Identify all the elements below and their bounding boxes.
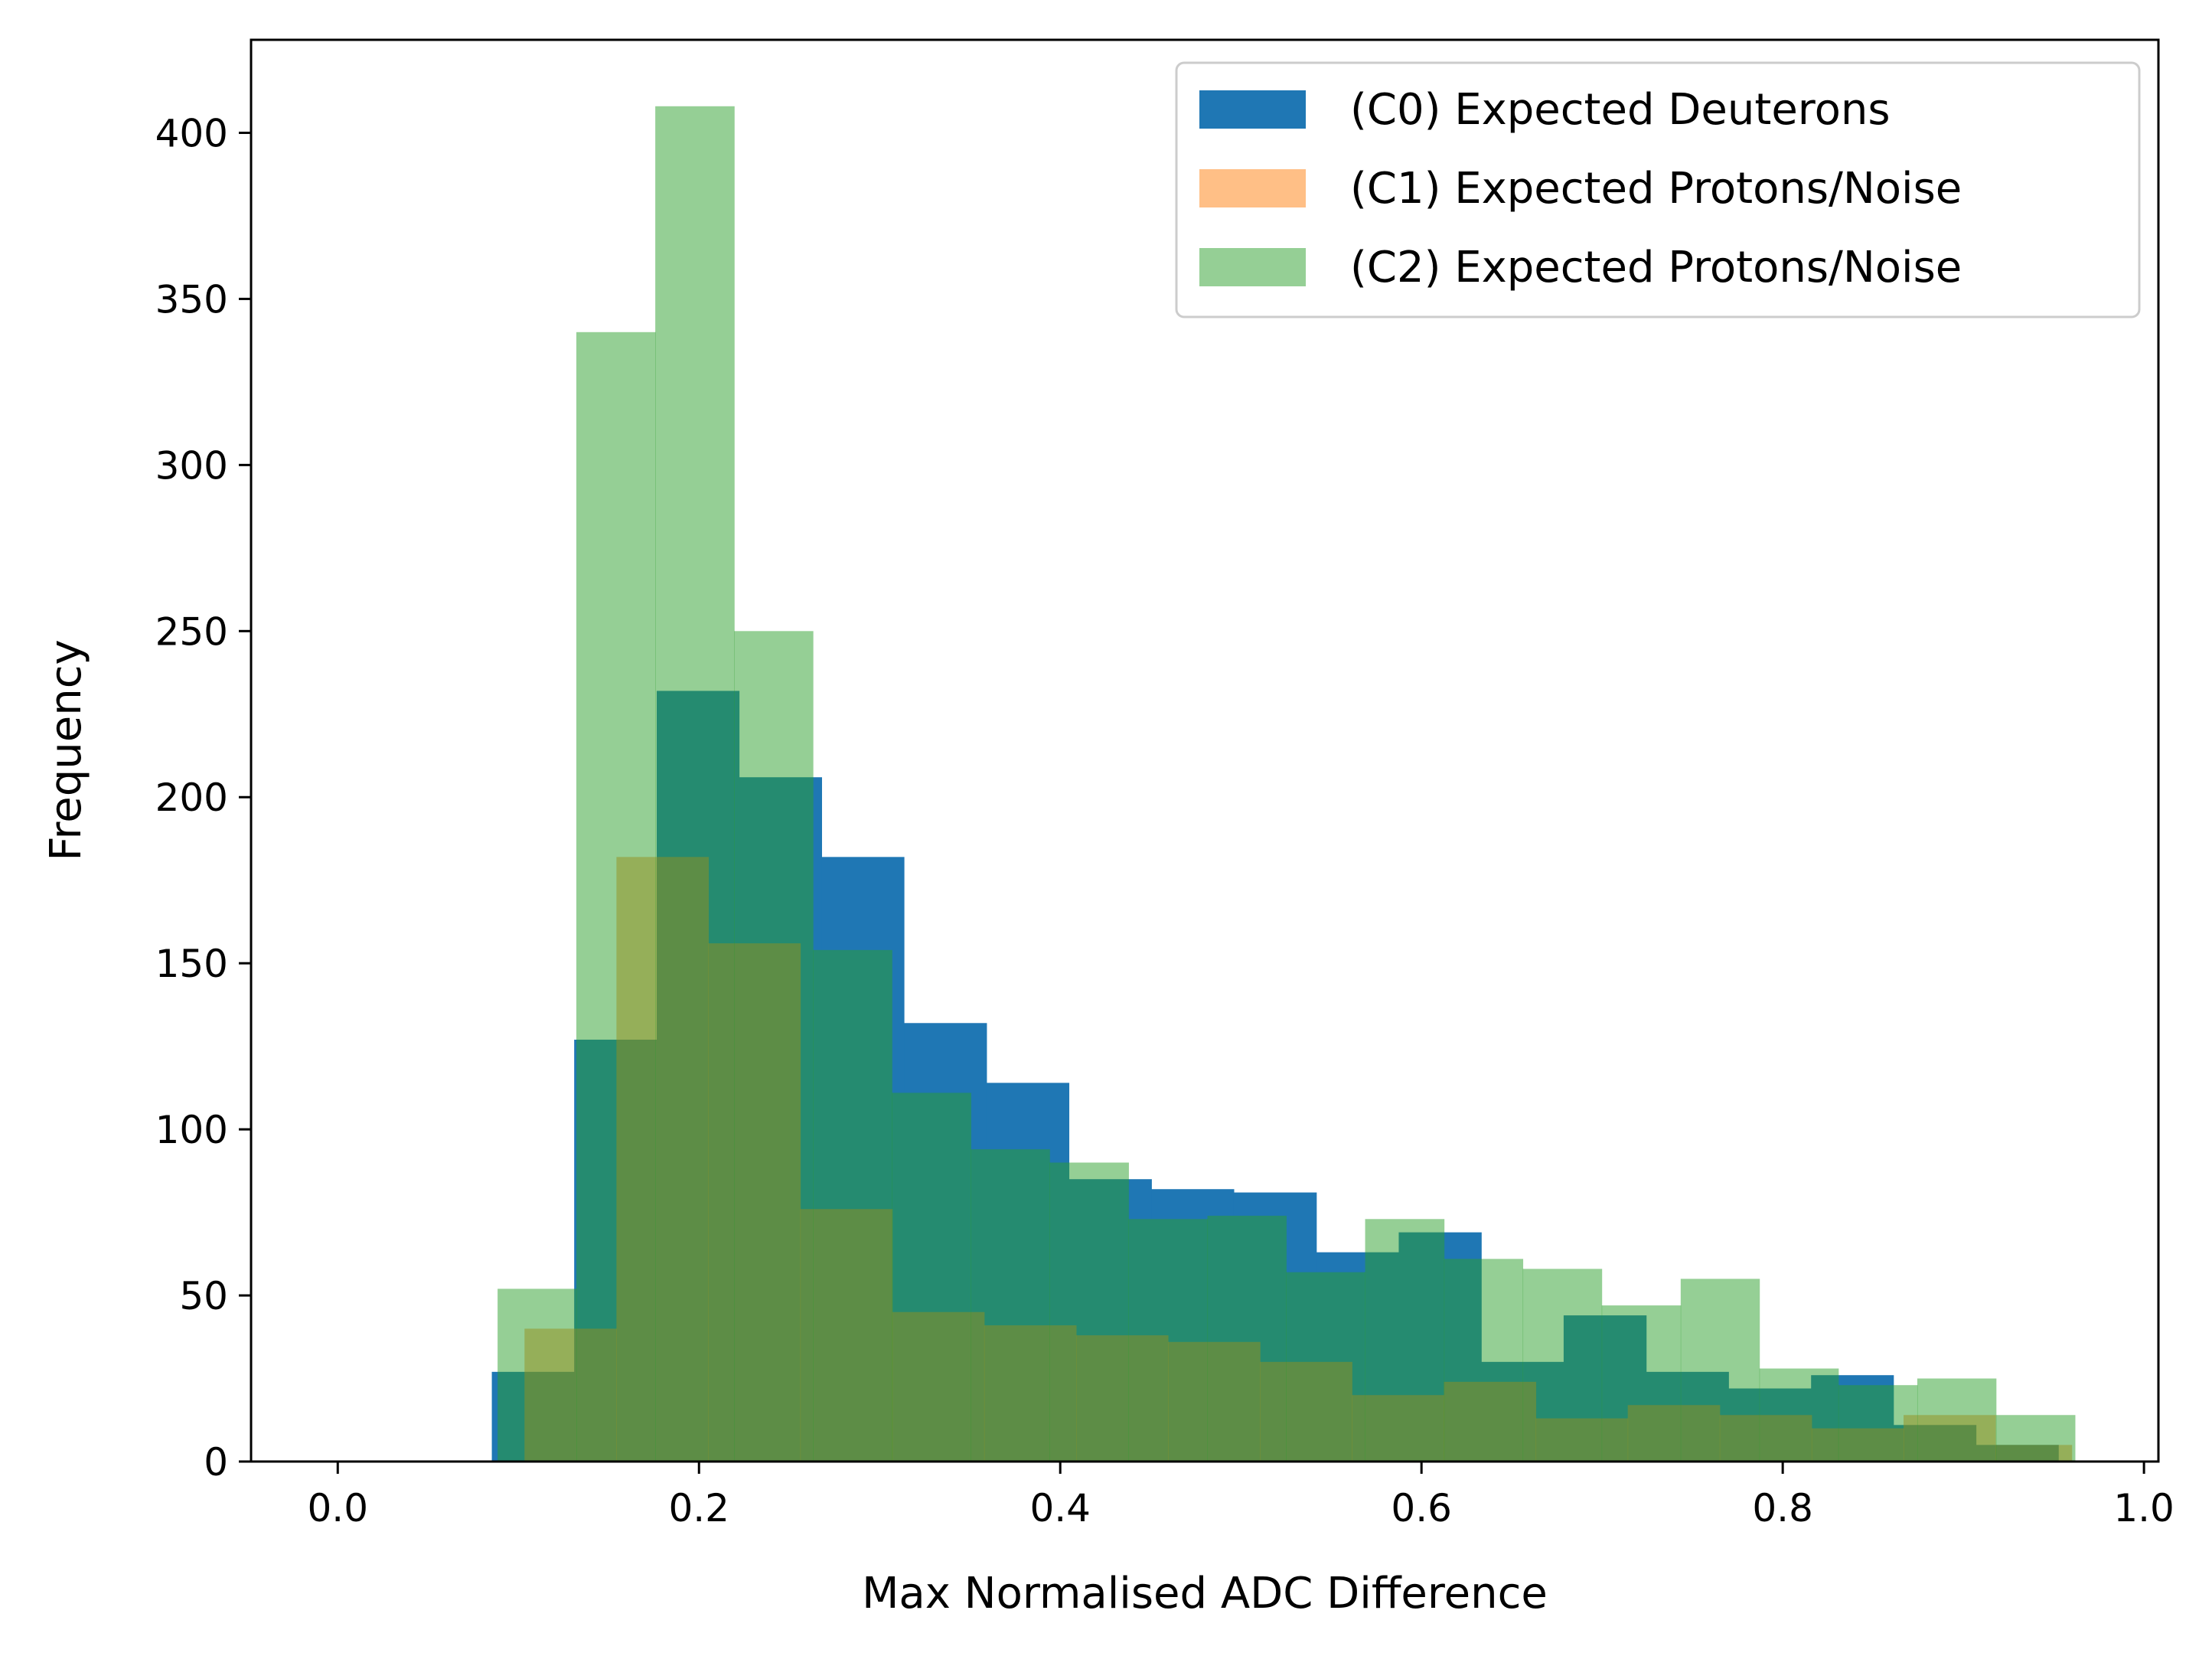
x-tick-label: 0.0	[308, 1486, 369, 1530]
y-tick-label: 100	[155, 1108, 228, 1152]
histogram-bar	[1680, 1279, 1760, 1462]
y-tick-label: 150	[155, 942, 228, 986]
histogram-bar	[892, 1093, 971, 1462]
y-tick-label: 250	[155, 609, 228, 654]
x-tick-label: 0.4	[1029, 1486, 1091, 1530]
histogram-bar	[1917, 1378, 1997, 1462]
legend-label: (C0) Expected Deuterons	[1350, 85, 1891, 135]
histogram-bar	[1128, 1219, 1209, 1462]
y-axis-label: Frequency	[41, 639, 91, 861]
y-tick-label: 400	[155, 111, 228, 155]
histogram-bar	[655, 106, 735, 1462]
y-tick-label: 200	[155, 776, 228, 820]
legend-swatch	[1199, 169, 1306, 207]
histogram-bar	[1444, 1259, 1524, 1462]
legend-swatch	[1199, 248, 1306, 286]
x-tick-label: 0.6	[1391, 1486, 1452, 1530]
x-tick-label: 1.0	[2113, 1486, 2174, 1530]
histogram-bar	[813, 949, 892, 1462]
y-tick-label: 0	[204, 1440, 228, 1485]
histogram-bar	[1522, 1269, 1603, 1462]
x-tick-label: 0.2	[668, 1486, 729, 1530]
x-tick-label: 0.8	[1752, 1486, 1813, 1530]
histogram-bar	[971, 1149, 1050, 1462]
histogram-bar	[498, 1289, 577, 1462]
histogram-bar	[1049, 1162, 1129, 1462]
bars-layer	[491, 106, 2076, 1462]
histogram-bar	[1838, 1385, 1918, 1462]
legend-swatch	[1199, 90, 1306, 129]
histogram-bar	[1286, 1272, 1366, 1462]
histogram-bar	[1601, 1305, 1682, 1462]
histogram-bar	[576, 332, 656, 1462]
histogram-bar	[734, 631, 814, 1462]
axes-frame	[250, 38, 2160, 1463]
legend: (C0) Expected Deuterons (C1) Expected Pro…	[1175, 61, 2141, 318]
histogram-bar	[1759, 1368, 1839, 1462]
legend-label: (C2) Expected Protons/Noise	[1350, 243, 1962, 292]
legend-box	[1175, 61, 2141, 318]
series-2-bars	[498, 106, 2076, 1462]
legend-label: (C1) Expected Protons/Noise	[1350, 164, 1962, 214]
y-tick-label: 300	[155, 443, 228, 488]
histogram-bar	[1365, 1219, 1445, 1462]
ticks-layer: 0.0 0.2 0.4 0.6 0.8 1.0 0 50 100 150 200 250 300 350 4…	[155, 111, 2174, 1530]
x-axis-label: Max Normalised ADC Difference	[862, 1569, 1548, 1618]
histogram-bar	[1995, 1415, 2076, 1462]
y-tick-label: 350	[155, 277, 228, 322]
histogram-bar	[1207, 1215, 1287, 1462]
y-tick-label: 50	[179, 1274, 228, 1318]
